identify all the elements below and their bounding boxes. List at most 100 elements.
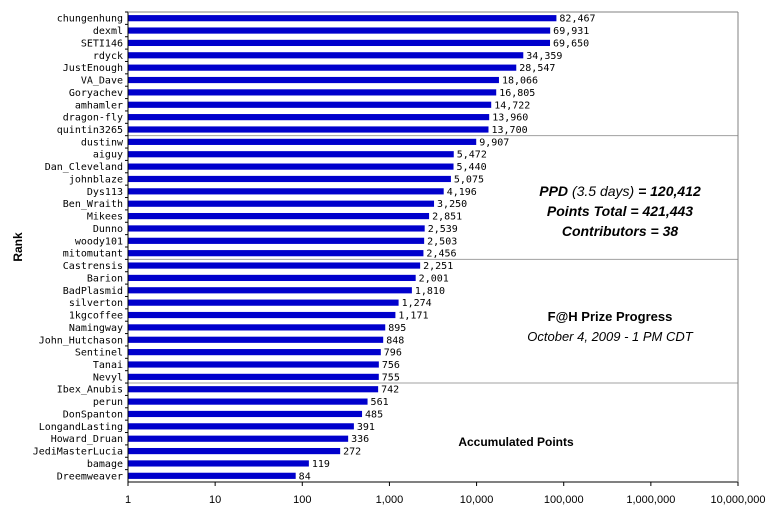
category-label: rdyck bbox=[93, 51, 123, 62]
category-label: aiguy bbox=[93, 150, 123, 161]
category-label: Dreemweaver bbox=[57, 471, 123, 482]
x-tick-label: 1 bbox=[125, 494, 131, 506]
bar bbox=[128, 373, 379, 380]
data-label: 391 bbox=[357, 422, 375, 433]
bar bbox=[128, 151, 454, 158]
data-label: 4,196 bbox=[447, 187, 477, 198]
data-label: 14,722 bbox=[494, 100, 530, 111]
category-label: 1kgcoffee bbox=[69, 311, 123, 322]
category-label: woody101 bbox=[75, 236, 123, 247]
category-label: Namingway bbox=[69, 323, 123, 334]
points-total-annotation: Points Total = 421,443 bbox=[547, 203, 693, 219]
category-label: Howard_Druan bbox=[51, 434, 123, 445]
bar bbox=[128, 386, 379, 393]
category-label: John_Hutchason bbox=[39, 335, 123, 346]
data-label: 119 bbox=[312, 459, 330, 470]
bar bbox=[128, 460, 309, 467]
data-label: 9,907 bbox=[479, 137, 509, 148]
category-label: chungenhung bbox=[57, 14, 123, 25]
bar bbox=[128, 64, 517, 71]
category-label: DonSpanton bbox=[63, 409, 123, 420]
bar bbox=[128, 175, 451, 183]
bar bbox=[128, 188, 444, 195]
bar bbox=[128, 225, 425, 232]
x-tick-label: 100 bbox=[293, 494, 311, 506]
category-label: bamage bbox=[87, 459, 123, 470]
data-label: 561 bbox=[371, 397, 389, 408]
x-tick-label: 1,000,000 bbox=[626, 494, 675, 506]
bar bbox=[128, 27, 551, 34]
bar bbox=[128, 410, 363, 418]
category-label: VA_Dave bbox=[81, 76, 123, 87]
bar bbox=[128, 324, 386, 331]
bar bbox=[128, 237, 425, 244]
data-label: 336 bbox=[351, 434, 369, 445]
bar bbox=[128, 349, 381, 356]
bar bbox=[128, 336, 384, 343]
bar bbox=[128, 398, 368, 405]
bar bbox=[128, 52, 524, 59]
bar bbox=[128, 126, 489, 133]
data-label: 2,539 bbox=[428, 224, 458, 235]
bar bbox=[128, 250, 424, 257]
bar bbox=[128, 447, 341, 455]
bar bbox=[128, 76, 499, 84]
data-label: 272 bbox=[343, 447, 361, 458]
prize-date: October 4, 2009 - 1 PM CDT bbox=[527, 329, 694, 344]
category-label: dustinw bbox=[81, 137, 124, 148]
bar bbox=[128, 212, 430, 220]
data-label: 34,359 bbox=[526, 51, 562, 62]
bar bbox=[128, 299, 399, 306]
contributors-annotation: Contributors = 38 bbox=[562, 223, 679, 239]
data-label: 16,805 bbox=[499, 88, 535, 99]
x-tick-label: 10,000 bbox=[460, 494, 494, 506]
data-label: 3,250 bbox=[437, 199, 467, 210]
category-label: Goryachev bbox=[69, 88, 123, 99]
category-label: SETI146 bbox=[81, 38, 123, 49]
data-label: 796 bbox=[384, 348, 402, 359]
data-label: 28,547 bbox=[519, 63, 555, 74]
category-label: Dan_Cleveland bbox=[45, 162, 123, 173]
data-label: 18,066 bbox=[502, 76, 538, 87]
category-label: BadPlasmid bbox=[63, 286, 123, 297]
data-label: 2,001 bbox=[419, 273, 449, 284]
category-label: dexml bbox=[93, 26, 123, 37]
data-label: 2,851 bbox=[432, 212, 462, 223]
bar bbox=[128, 274, 416, 282]
bar bbox=[128, 114, 490, 121]
category-label: LongandLasting bbox=[39, 422, 123, 433]
data-label: 756 bbox=[382, 360, 400, 371]
category-label: JustEnough bbox=[63, 63, 123, 74]
x-axis-title: Accumulated Points bbox=[458, 435, 574, 449]
data-label: 13,960 bbox=[492, 113, 528, 124]
data-label: 69,931 bbox=[553, 26, 589, 37]
bar bbox=[128, 163, 454, 170]
data-label: 1,274 bbox=[402, 298, 432, 309]
data-label: 5,472 bbox=[457, 150, 487, 161]
bar bbox=[128, 138, 477, 145]
data-label: 84 bbox=[299, 471, 311, 482]
prize-title: F@H Prize Progress bbox=[548, 309, 673, 324]
x-tick-label: 1,000 bbox=[376, 494, 404, 506]
category-label: Tanai bbox=[93, 360, 123, 371]
x-tick-label: 10 bbox=[209, 494, 221, 506]
data-label: 2,456 bbox=[426, 249, 456, 260]
data-label: 13,700 bbox=[491, 125, 527, 136]
ppd-value: = 120,412 bbox=[638, 183, 701, 199]
category-label: JediMasterLucia bbox=[33, 447, 123, 458]
data-label: 69,650 bbox=[553, 38, 589, 49]
data-label: 2,251 bbox=[423, 261, 453, 272]
ppd-days: (3.5 days) bbox=[572, 183, 634, 199]
bar bbox=[128, 101, 492, 108]
data-label: 895 bbox=[388, 323, 406, 334]
category-label: Mikees bbox=[87, 212, 123, 223]
data-label: 755 bbox=[382, 372, 400, 383]
category-label: mitomutant bbox=[63, 249, 123, 260]
x-tick-label: 100,000 bbox=[544, 494, 584, 506]
bar bbox=[128, 423, 354, 430]
data-label: 1,171 bbox=[398, 311, 428, 322]
bar bbox=[128, 435, 349, 442]
ppd-annotation: PPD (3.5 days) = 120,412 bbox=[539, 183, 701, 199]
